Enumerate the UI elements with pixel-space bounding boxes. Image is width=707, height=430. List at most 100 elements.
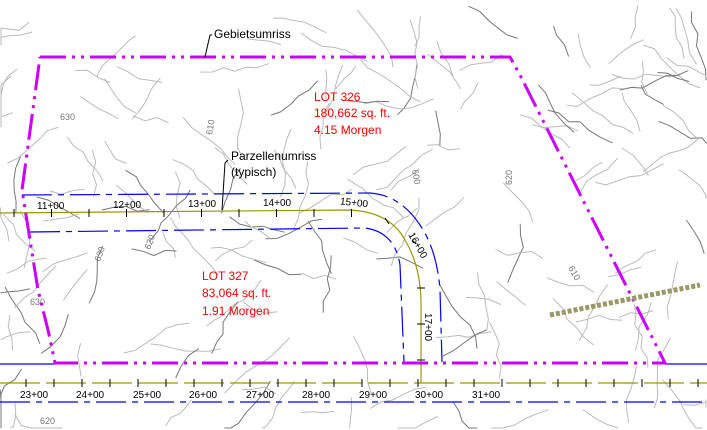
contour-line [575,314,623,323]
contour-line [301,272,337,280]
contour-line [553,25,570,57]
contour-line [427,144,460,151]
contour-line [390,168,420,191]
contour-line [261,381,295,429]
contour-line [675,7,697,65]
contour-line [653,337,671,409]
contour-line [214,239,253,262]
contour-line [270,80,319,116]
contour-label: 610 [566,264,582,282]
contour-line [300,32,368,62]
station-label: 30+00 [415,390,444,401]
station-label: 31+00 [472,390,501,401]
contour-line [658,120,707,145]
contour-line [347,178,404,218]
contour-line [633,304,649,368]
contour-line [175,348,200,379]
contour-line [425,196,465,227]
lot-326-acres: 4.15 Morgen [314,123,381,137]
contour-line [131,77,161,120]
leader-lines [204,34,229,211]
contour-line [0,368,23,398]
contour-line [0,207,10,242]
contour-line [386,207,418,233]
contour-line [683,399,707,408]
contour-line [169,217,219,276]
contour-line [162,231,176,258]
station-tick [384,217,390,225]
contour-line [14,413,63,429]
contour-line [662,379,703,429]
contour-line [575,161,603,182]
contour-label: 610 [204,119,216,136]
upper-road-centerline [0,209,422,383]
station-tick [411,239,417,245]
lot-327-name: LOT 327 [202,269,249,283]
contour-line [577,33,591,68]
contour-line [589,75,622,86]
station-label: 11+00 [37,201,65,212]
contour-line [0,112,13,128]
contour-line [502,182,534,223]
contour-line [75,69,111,83]
contour-label: 620 [504,170,514,185]
contour-line [66,136,104,182]
contour-line [640,85,664,106]
contour-line [211,301,239,354]
station-label: 14+00 [263,198,292,209]
contour-label: 630 [30,297,45,307]
station-label: 15+00 [339,196,369,210]
contour-label: 620 [142,233,157,251]
contour-line [4,286,41,344]
contour-line [13,156,22,213]
contour-line [662,105,697,138]
contour-line [690,11,707,81]
contour-line [242,386,277,395]
contour-line [125,169,165,214]
station-label: 23+00 [20,390,49,401]
contour-line [439,284,478,349]
contour-line [595,163,664,186]
station-label: 17+00 [422,313,433,342]
contour-line [641,61,648,95]
contour-line [221,168,241,214]
contour-line [621,92,641,132]
lot-326-name: LOT 326 [314,90,361,104]
contour-line [390,197,420,267]
contour-line [427,54,462,90]
contour-line [298,188,352,214]
lot-326-area: 180,662 sq. ft. [314,106,390,120]
contour-line [172,158,215,195]
upper-road-north-edge [21,192,443,363]
contour-line [224,337,290,394]
contour-line [414,16,421,47]
contour-line [149,343,221,352]
contour-line [343,237,378,254]
contour-line [322,255,332,313]
contour-line [132,115,169,124]
station-label: 26+00 [189,390,218,401]
contour-line [625,365,637,424]
contour-line [0,31,33,43]
parcel-boundary-label-2: (typisch) [231,165,276,179]
contour-line [182,117,236,165]
contour-line [131,248,177,257]
station-label: 13+00 [188,199,217,210]
contour-line [621,147,649,176]
contour-line [452,401,478,429]
centerlines [0,209,707,384]
contour-line [214,147,248,185]
contour-line [352,145,407,176]
contour-line [496,281,526,306]
contour-line [319,102,330,150]
contour-line [477,272,489,330]
contour-line [582,409,619,429]
contour-line [7,126,59,164]
contour-line [265,218,323,240]
contour-line [6,257,47,274]
contour-line [307,220,332,274]
contour-line [0,75,12,117]
contour-line [678,169,707,199]
station-label: 25+00 [133,390,162,401]
